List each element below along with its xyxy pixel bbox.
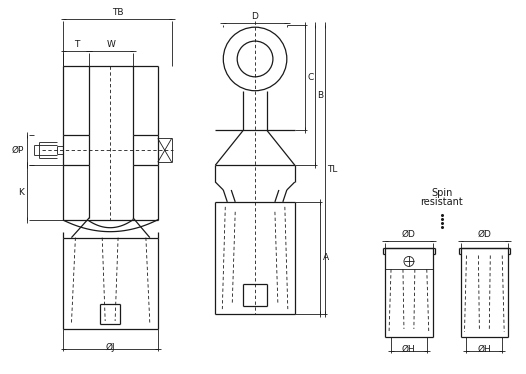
Text: Spin: Spin [431, 188, 452, 198]
Text: W: W [107, 40, 116, 49]
Text: ØJ: ØJ [106, 343, 115, 352]
Text: ØH: ØH [478, 345, 491, 354]
Text: ØP: ØP [12, 146, 24, 155]
Text: ØD: ØD [402, 230, 416, 239]
Text: B: B [318, 91, 323, 100]
Text: D: D [251, 12, 258, 21]
Text: A: A [322, 254, 329, 263]
Text: TB: TB [112, 8, 123, 17]
Text: resistant: resistant [420, 197, 463, 207]
Text: K: K [18, 188, 24, 197]
Text: C: C [308, 73, 314, 82]
Text: T: T [74, 40, 79, 49]
Text: ØH: ØH [402, 345, 416, 354]
Text: TL: TL [328, 165, 338, 174]
Text: ØD: ØD [478, 230, 491, 239]
